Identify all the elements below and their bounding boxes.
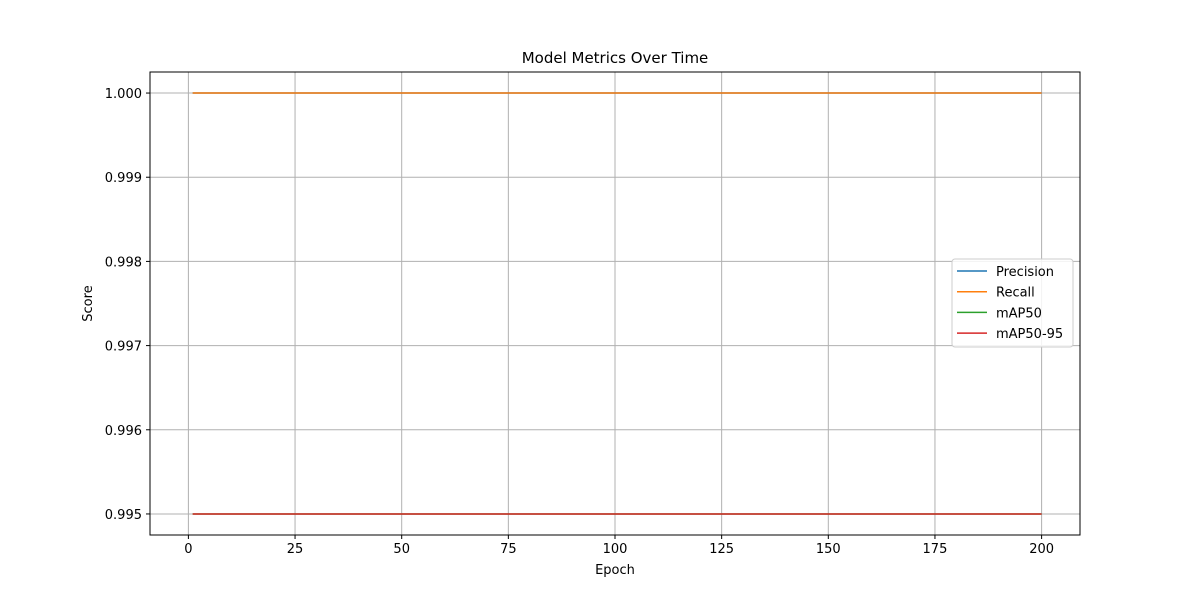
legend-label: Recall (996, 286, 1035, 301)
chart-title: Model Metrics Over Time (522, 49, 709, 67)
axis-ticks: 0 25 50 75 100 125 150 175 200 0.995 0.996 0.997 0.9… (105, 87, 1054, 557)
y-tick-label: 0.999 (105, 171, 142, 186)
x-tick-label: 100 (603, 542, 628, 557)
y-tick-label: 0.997 (105, 340, 142, 355)
x-tick-label: 175 (923, 542, 948, 557)
legend-label: Precision (996, 265, 1054, 280)
x-tick-label: 75 (500, 542, 517, 557)
x-tick-label: 150 (816, 542, 841, 557)
legend-label: mAP50-95 (996, 327, 1063, 342)
legend-box (951, 258, 1074, 348)
legend: Precision Recall mAP50 mAP50-95 (951, 258, 1074, 348)
x-tick-label: 125 (709, 542, 734, 557)
x-tick-label: 0 (184, 542, 192, 557)
y-tick-label: 0.998 (105, 255, 142, 270)
grid (150, 72, 1080, 535)
y-tick-label: 1.000 (105, 87, 142, 102)
y-axis-label: Score (81, 285, 96, 321)
x-axis-label: Epoch (595, 563, 635, 578)
x-tick-label: 50 (393, 542, 410, 557)
y-tick-label: 0.996 (105, 424, 142, 439)
series-lines (192, 92, 1042, 515)
y-tick-label: 0.995 (105, 508, 142, 523)
x-tick-label: 200 (1029, 542, 1054, 557)
x-tick-label: 25 (287, 542, 304, 557)
legend-label: mAP50 (996, 306, 1042, 321)
